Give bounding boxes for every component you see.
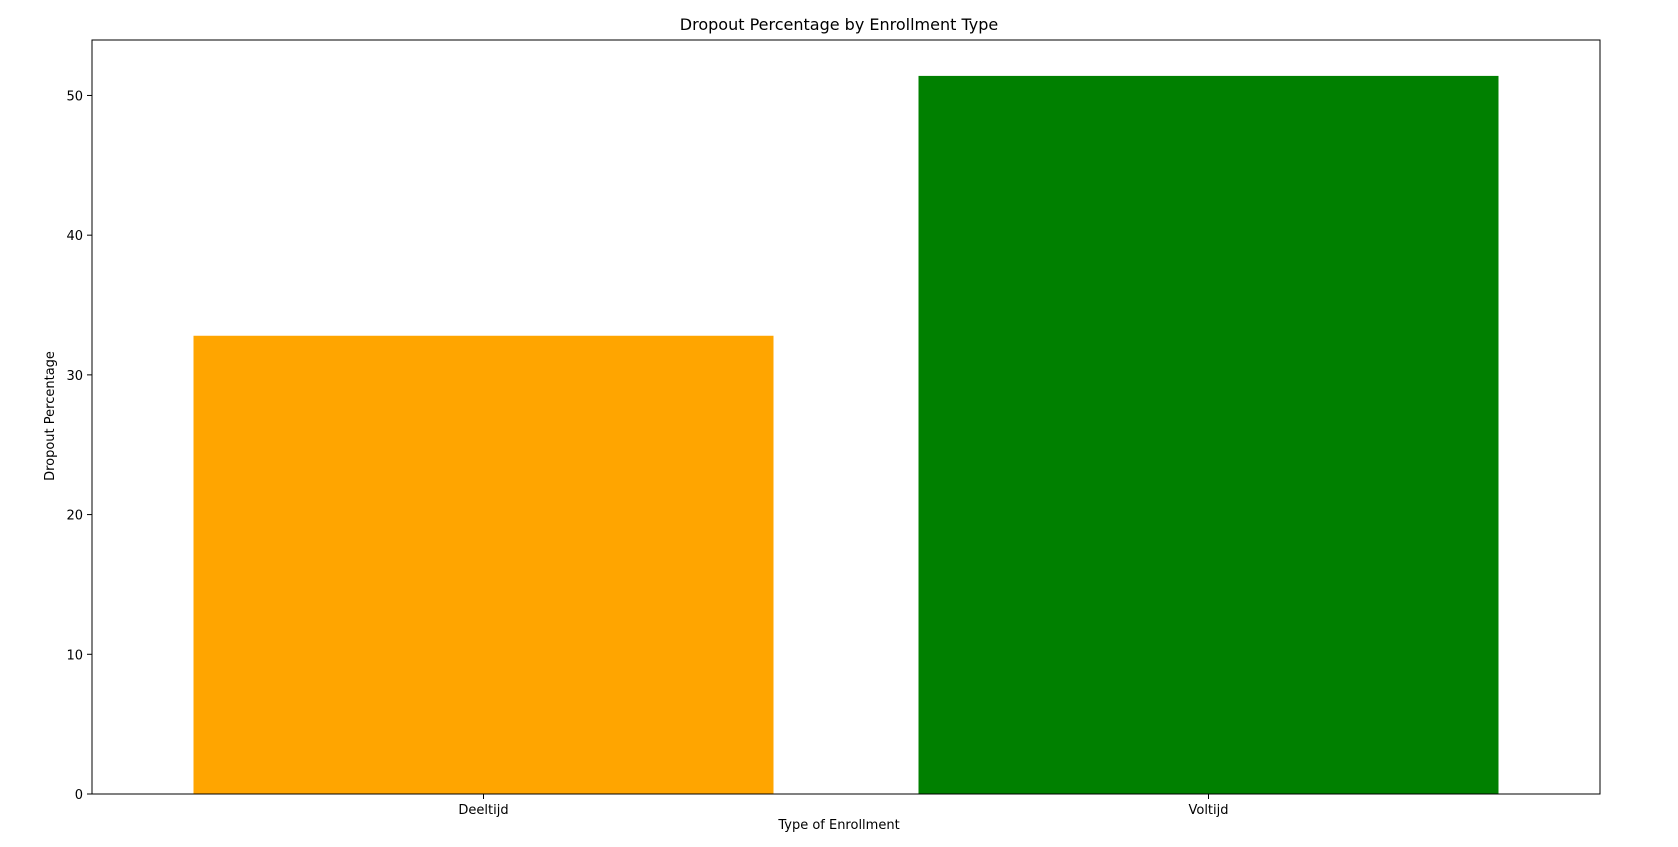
y-tick-label: 30 (66, 369, 83, 384)
y-tick-label: 10 (66, 648, 83, 663)
bar-voltijd (918, 75, 1499, 794)
y-axis-label: Dropout Percentage (43, 351, 58, 481)
x-tick-label: Deeltijd (458, 803, 508, 818)
y-tick-label: 40 (66, 229, 83, 244)
y-tick-label: 0 (75, 788, 83, 803)
x-tick-label: Voltijd (1188, 803, 1228, 818)
chart-title: Dropout Percentage by Enrollment Type (680, 15, 998, 34)
x-axis-label: Type of Enrollment (777, 818, 899, 833)
x-axis: Deeltijd Voltijd (458, 794, 1229, 818)
bars-group (193, 75, 1499, 794)
y-tick-label: 20 (66, 509, 83, 524)
y-tick-label: 50 (66, 89, 83, 104)
bar-deeltijd (193, 335, 774, 794)
plot-frame (91, 39, 1601, 795)
y-axis: 0 10 20 30 40 50 (66, 89, 92, 803)
